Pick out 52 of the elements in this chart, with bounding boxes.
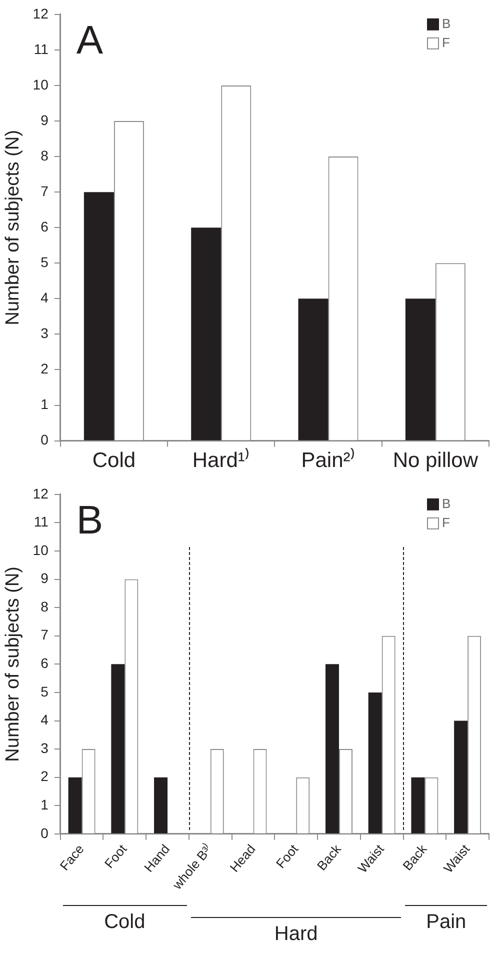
x-tick-label: No pillow [392,449,479,472]
x-tick-label: Hard¹⁾ [192,447,250,472]
y-tick-label: 9 [40,112,49,128]
y-tick-label: 9 [40,570,49,586]
chart-title: B [76,498,104,542]
y-axis-title: Number of subjects (N) [2,130,24,326]
bar [191,228,222,440]
y-tick-label: 2 [40,360,49,377]
y-tick-label: 1 [40,396,49,412]
y-axis-title: Number of subjects (N) [2,566,24,762]
bar [154,777,168,834]
bar [298,298,328,440]
legend-label: B [442,496,451,511]
bar [325,664,339,834]
text: Cold [103,911,146,934]
bar [111,664,125,834]
y-tick-label: 7 [40,626,49,643]
y-tick-label: 12 [32,485,49,502]
y-tick-label: 7 [40,182,49,199]
legend-label: F [442,34,450,50]
y-tick-label: 0 [40,432,49,448]
y-tick-label: 1 [40,796,49,812]
y-tick-label: 2 [40,768,49,784]
legend-label: B [442,16,451,31]
y-tick-label: 5 [40,254,49,270]
y-tick-label: 12 [32,5,49,22]
y-tick-label: 3 [40,325,49,342]
x-tick-label: Pain²⁾ [301,447,356,472]
y-tick-label: 4 [40,290,49,306]
y-tick-label: 10 [32,76,49,92]
y-tick-label: 8 [40,147,49,164]
y-tick-label: 6 [40,655,49,672]
x-tick-label: Cold [92,449,136,472]
y-tick-label: 6 [40,218,49,234]
text: Hard [273,923,319,946]
chart-title: A [76,18,104,62]
bar [411,777,425,834]
text: Pain [425,911,468,934]
bar [68,777,82,834]
y-tick-label: 10 [32,542,49,558]
y-tick-label: 0 [40,824,49,841]
y-tick-label: 8 [40,598,49,614]
bar [84,192,114,440]
y-tick-label: 3 [40,740,49,756]
bar [368,692,382,834]
y-tick-label: 11 [34,514,49,530]
legend-label: F [442,514,450,530]
y-tick-label: 5 [40,683,49,700]
y-tick-label: 4 [40,712,49,728]
y-tick-label: 11 [34,40,49,57]
bar [454,720,468,834]
bar [405,298,436,440]
